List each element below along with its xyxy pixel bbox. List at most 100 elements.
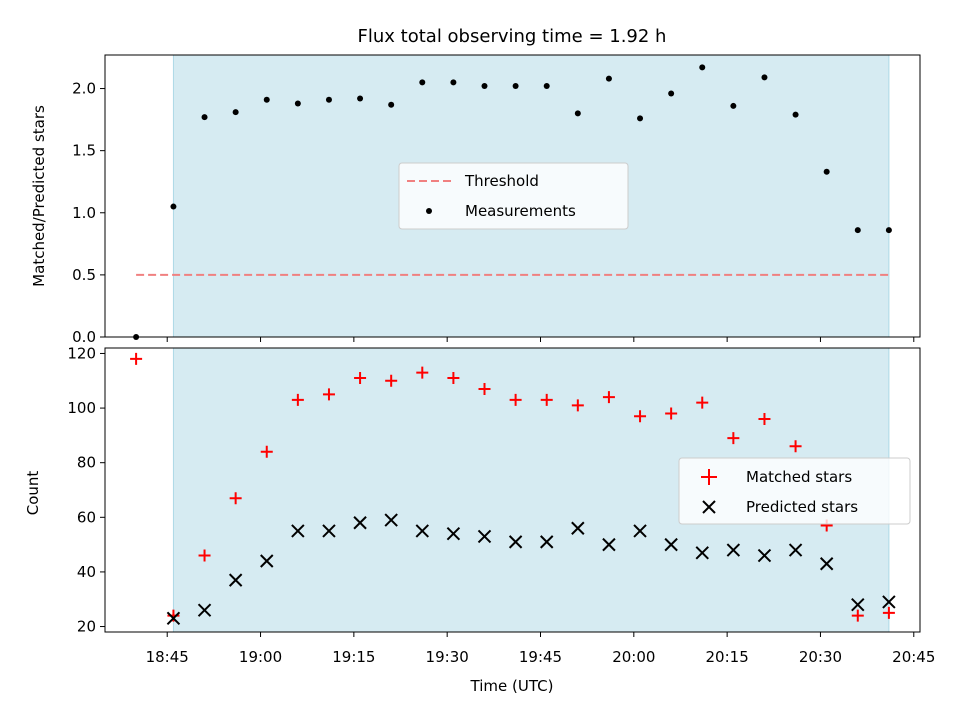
legend-matched-label: Matched stars <box>746 468 852 486</box>
y-tick-label: 1.5 <box>72 142 96 160</box>
x-tick-label: 18:45 <box>146 648 189 666</box>
x-tick-label: 20:00 <box>612 648 655 666</box>
matched-star-point <box>478 382 491 395</box>
y-tick-label: 60 <box>77 508 96 526</box>
measurement-point <box>294 100 301 107</box>
measurement-point <box>512 83 519 90</box>
measurement-point <box>170 203 177 210</box>
measurement-point <box>699 64 706 71</box>
x-tick-label: 19:45 <box>519 648 562 666</box>
bottom-y-ticks: 20 40 60 80 100 120 <box>67 344 105 636</box>
matched-star-point <box>634 410 647 423</box>
legend-matched-swatch <box>701 469 717 485</box>
matched-star-point <box>540 393 553 406</box>
bottom-x-ticks: 18:45 19:00 19:15 19:30 19:45 20:00 20:15 20:30… <box>146 632 935 666</box>
measurement-point <box>885 227 892 234</box>
predicted-star-point <box>882 595 896 609</box>
predicted-star-point <box>446 526 461 541</box>
y-tick-label: 0.5 <box>72 266 96 284</box>
measurement-point <box>388 101 395 108</box>
matched-star-point <box>696 396 709 409</box>
y-tick-label: 2.0 <box>72 80 96 98</box>
predicted-star-point <box>197 603 212 617</box>
measurement-point <box>730 102 737 109</box>
predicted-star-point <box>757 548 772 563</box>
measurement-point <box>637 115 644 122</box>
predicted-star-points <box>166 513 896 626</box>
top-x-ticks <box>166 337 915 342</box>
y-tick-label: 100 <box>67 399 96 417</box>
bottom-y-axis-label: Count <box>24 471 42 516</box>
measurement-point <box>325 96 332 103</box>
x-axis-label: Time (UTC) <box>470 677 554 695</box>
matched-star-point <box>571 399 584 412</box>
matched-star-point <box>509 393 522 406</box>
measurement-point <box>450 79 457 86</box>
bottom-panel: 20 40 60 80 100 120 18:45 19:00 19:15 19:30 19:45… <box>24 344 935 695</box>
x-tick-label: 20:45 <box>892 648 935 666</box>
measurement-point <box>263 96 270 103</box>
matched-star-point <box>260 445 273 458</box>
measurement-point <box>792 111 799 118</box>
top-panel: 0.00.51.01.52.0 Matched/Predicted stars … <box>30 54 921 346</box>
predicted-star-point <box>602 537 616 552</box>
predicted-star-point <box>415 524 429 538</box>
x-tick-label: 20:15 <box>706 648 749 666</box>
predicted-star-point <box>788 543 803 557</box>
predicted-star-point <box>819 557 834 571</box>
legend-measurements-label: Measurements <box>465 202 576 220</box>
matched-star-point <box>727 432 740 445</box>
matched-star-point <box>354 372 367 385</box>
predicted-star-point <box>228 573 243 587</box>
measurement-point <box>668 90 675 97</box>
top-legend: Threshold Measurements <box>398 162 629 230</box>
predicted-star-point <box>540 535 554 549</box>
matched-star-point <box>665 407 678 420</box>
predicted-star-point <box>166 611 181 626</box>
legend-predicted-swatch <box>702 500 716 514</box>
predicted-star-point <box>726 543 741 557</box>
predicted-star-point <box>571 521 585 535</box>
measurement-point <box>605 75 612 82</box>
predicted-star-point <box>291 524 305 538</box>
measurement-point <box>357 95 364 102</box>
chart-title: Flux total observing time = 1.92 h <box>358 26 667 47</box>
measurement-point <box>481 83 488 90</box>
matched-star-point <box>322 388 335 401</box>
measurement-point <box>201 114 208 121</box>
matched-star-point <box>198 549 211 562</box>
x-tick-label: 20:30 <box>799 648 842 666</box>
matched-star-point <box>758 413 771 425</box>
top-legend-box <box>398 162 629 230</box>
predicted-star-point <box>260 554 274 568</box>
predicted-star-point <box>695 546 709 560</box>
measurement-point <box>761 74 768 81</box>
matched-star-point <box>447 372 460 385</box>
measurement-point <box>854 227 861 234</box>
matched-star-point <box>882 606 895 619</box>
matched-star-point <box>130 352 143 365</box>
predicted-star-point <box>664 537 678 552</box>
matched-star-point <box>789 440 802 453</box>
x-tick-label: 19:30 <box>426 648 469 666</box>
legend-measurements-swatch <box>426 208 432 214</box>
measurement-point <box>419 79 426 86</box>
matched-star-point <box>851 609 864 622</box>
predicted-star-point <box>508 535 523 549</box>
matched-star-point <box>291 393 304 406</box>
x-tick-label: 19:15 <box>332 648 375 666</box>
matched-star-points <box>130 352 895 622</box>
y-tick-label: 80 <box>77 454 96 472</box>
y-tick-label: 1.0 <box>72 204 96 222</box>
matched-star-point <box>385 374 398 387</box>
top-axes-frame <box>104 54 921 338</box>
y-tick-label: 120 <box>67 344 96 362</box>
matched-star-point <box>229 492 242 505</box>
bottom-legend: Matched stars Predicted stars <box>678 457 911 525</box>
predicted-star-point <box>633 524 647 538</box>
legend-threshold-label: Threshold <box>464 172 539 190</box>
y-tick-label: 0.0 <box>72 328 96 346</box>
measurement-point <box>823 168 830 175</box>
measurement-points <box>133 64 892 340</box>
